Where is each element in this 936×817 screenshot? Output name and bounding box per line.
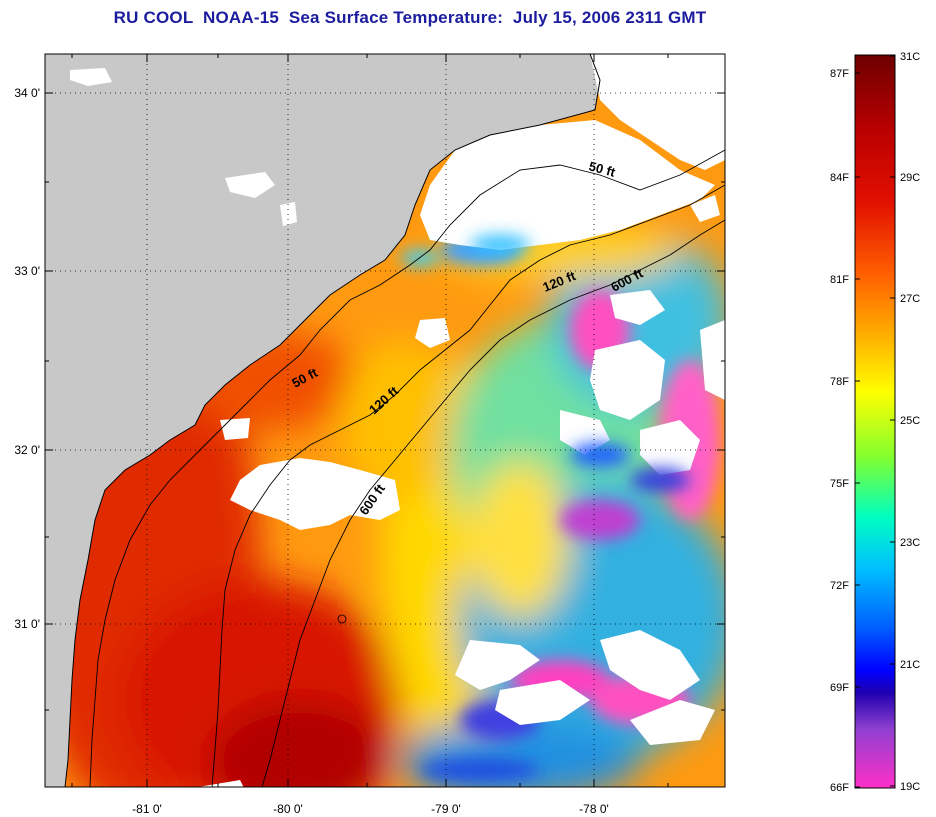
- colorbar: 87F 84F 81F 78F 75F 72F 69F 66F 31C 29C …: [830, 51, 920, 794]
- lat-label: 31 0': [14, 617, 40, 631]
- colorbar-c-label: 31C: [900, 51, 920, 63]
- sst-map: 50 ft 120 ft 600 ft 50 ft 120 ft 600 ft: [45, 54, 725, 787]
- colorbar-scale: [854, 54, 896, 789]
- frame-ticks: [45, 54, 725, 787]
- colorbar-c-label: 25C: [900, 415, 920, 427]
- graticule: [45, 54, 725, 787]
- colorbar-c-label: 29C: [900, 172, 920, 184]
- lat-label: 34 0': [14, 86, 40, 100]
- colorbar-c-label: 27C: [900, 293, 920, 305]
- colorbar-f-label: 66F: [830, 782, 849, 794]
- colorbar-f-label: 72F: [830, 580, 849, 592]
- colorbar-c-label: 23C: [900, 537, 920, 549]
- lon-label: -78 0': [579, 802, 609, 816]
- colorbar-c-label: 19C: [900, 781, 920, 793]
- station-marker: [337, 614, 347, 624]
- nodata-northeast: [590, 54, 725, 170]
- land-mass: [45, 54, 600, 787]
- lat-label: 32 0': [14, 443, 40, 457]
- map-title: RU COOL NOAA-15 Sea Surface Temperature:…: [113, 8, 707, 27]
- colorbar-f-label: 78F: [830, 376, 849, 388]
- depth-contours: [89, 149, 725, 787]
- colorbar-f-label: 81F: [830, 274, 849, 286]
- lon-label: -80 0': [273, 802, 303, 816]
- colorbar-f-label: 69F: [830, 682, 849, 694]
- colorbar-f-label: 75F: [830, 478, 849, 490]
- nodata-bay: [420, 120, 715, 250]
- coastline: [64, 54, 601, 787]
- colorbar-c-label: 21C: [900, 659, 920, 671]
- colorbar-f-label: 84F: [830, 172, 849, 184]
- contour-label-50ft-north: 50 ft: [587, 158, 617, 180]
- lon-label: -81 0': [132, 802, 162, 816]
- cold-patches: [400, 235, 690, 782]
- lon-label: -79 0': [431, 802, 461, 816]
- map-frame: [44, 53, 726, 788]
- lat-label: 33 0': [14, 264, 40, 278]
- colorbar-f-label: 87F: [830, 68, 849, 80]
- clouds: [70, 68, 725, 787]
